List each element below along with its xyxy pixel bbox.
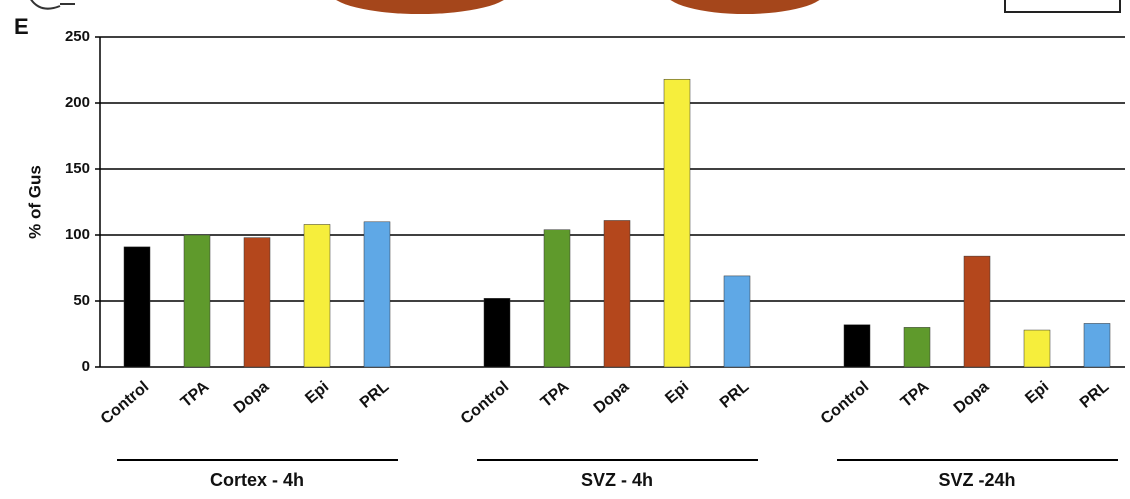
x-tick-label: TPA [898,378,933,411]
group-label: SVZ -24h [938,470,1015,490]
y-axis-label: % of Gus [25,165,44,239]
x-tick-label: Control [98,378,153,428]
x-tick-label: PRL [1077,378,1113,412]
bar [844,325,870,367]
y-tick-label: 100 [65,226,90,243]
x-tick-label: PRL [717,378,753,412]
x-tick-label: Control [458,378,513,428]
figure-fragment [330,0,510,14]
x-tick-label: TPA [178,378,213,411]
y-tick-label: 250 [65,28,90,45]
group-label: SVZ - 4h [581,470,653,490]
figure-fragment [1005,0,1120,12]
group-label: Cortex - 4h [210,470,304,490]
x-tick-label: Epi [662,378,692,407]
x-tick-label: Dopa [951,378,993,417]
bar [484,298,510,367]
figure-fragment [30,0,75,9]
y-tick-label: 150 [65,160,90,177]
x-tick-label: TPA [538,378,573,411]
figure-fragment [665,0,825,14]
bar [1084,323,1110,367]
bar [184,235,210,367]
y-tick-label: 0 [82,358,90,375]
x-tick-label: Dopa [591,378,633,417]
panel-label: E [14,14,29,39]
x-tick-label: Epi [1022,378,1052,407]
bar [904,327,930,367]
y-tick-label: 50 [73,292,90,309]
x-tick-label: Epi [302,378,332,407]
bar [544,230,570,367]
bar [964,256,990,367]
x-tick-label: PRL [357,378,393,412]
bar [724,276,750,367]
bar [1024,330,1050,367]
bar [604,220,630,367]
bar [124,247,150,367]
x-tick-label: Dopa [231,378,273,417]
bar [244,238,270,367]
chart: E % of Gus 0 50 100 150 200 250 Control TPA Dopa… [0,0,1130,499]
y-tick-label: 200 [65,94,90,111]
bar [304,224,330,367]
bar [664,79,690,367]
x-tick-label: Control [818,378,873,428]
bar [364,222,390,367]
